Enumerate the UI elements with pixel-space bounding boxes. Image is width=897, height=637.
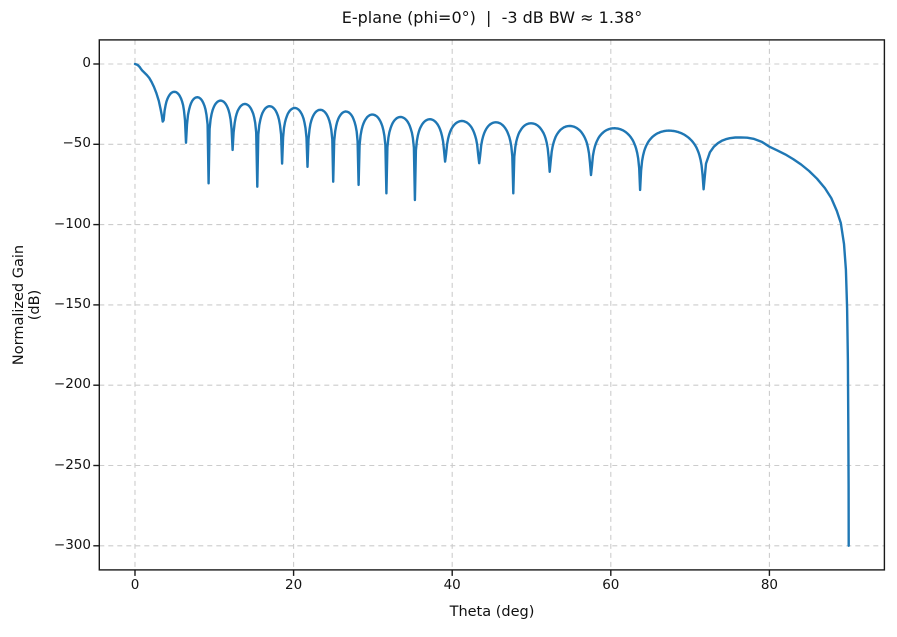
y-tick-label: −50 bbox=[62, 135, 92, 152]
x-tick-label: 20 bbox=[284, 577, 303, 593]
y-tick-label: −100 bbox=[53, 215, 91, 232]
x-tick-label: 0 bbox=[130, 577, 140, 593]
chart-title: E-plane (phi=0°) | -3 dB BW ≈ 1.38° bbox=[341, 8, 643, 27]
y-tick-label: 0 bbox=[82, 54, 91, 71]
x-tick-label: 80 bbox=[760, 577, 778, 593]
x-axis-label: Theta (deg) bbox=[449, 604, 535, 620]
gain-curve bbox=[133, 62, 850, 547]
y-tick-label: −300 bbox=[53, 536, 91, 553]
y-tick-label: −250 bbox=[53, 456, 91, 473]
y-tick-label: −200 bbox=[53, 376, 91, 393]
x-tick-label: 60 bbox=[602, 577, 620, 593]
axes-spines bbox=[93, 39, 886, 576]
x-tick-label: 40 bbox=[443, 577, 461, 593]
y-tick-label: −150 bbox=[53, 295, 91, 312]
gridlines bbox=[99, 39, 885, 570]
